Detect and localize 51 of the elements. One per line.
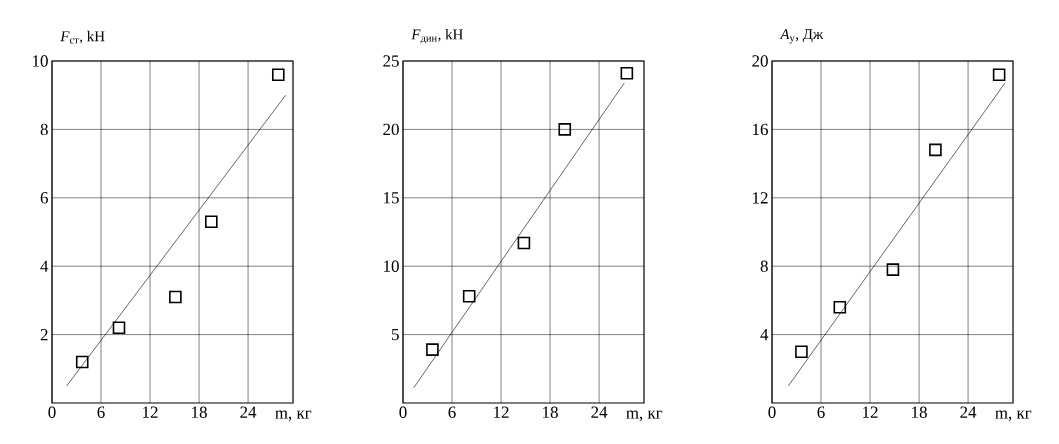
point (929, 143, 942, 157)
x-tick-label: 0 (48, 406, 56, 418)
x-tick-label: 24 (960, 406, 977, 418)
point (112, 321, 126, 335)
point (169, 290, 182, 304)
y-tick-label: 20 (752, 55, 768, 67)
y-tick-label: 12 (753, 192, 768, 204)
y-tick-label: 20 (383, 123, 399, 136)
x-tick-label: 18 (192, 406, 207, 418)
y-tick-label: 4 (40, 260, 49, 272)
x-tick-label: 0 (768, 406, 776, 418)
point (795, 345, 808, 358)
y-tick-label: 2 (40, 328, 48, 341)
point (620, 67, 634, 80)
x-axis-title: m, кг (275, 410, 312, 422)
y-axis-title: F$_{дин}$, kН (411, 28, 463, 44)
x-tick-label: 24 (591, 406, 608, 418)
y-tick-label: 25 (383, 55, 399, 67)
y-tick-label: 5 (392, 328, 399, 341)
point (517, 236, 531, 250)
x-axis-title: m, кг (995, 410, 1032, 422)
x-tick-label: 0 (399, 406, 407, 418)
point (833, 300, 847, 314)
y-tick-label: 10 (33, 55, 48, 67)
y-tick-label: 16 (753, 123, 768, 136)
x-tick-label: 6 (817, 406, 825, 418)
point (462, 289, 476, 303)
y-axis-title: F$_{ст}$, kН (60, 30, 105, 44)
y-tick-label: 8 (40, 123, 48, 136)
x-tick-label: 12 (863, 406, 878, 418)
x-tick-label: 6 (97, 406, 105, 418)
y-tick-label: 6 (40, 192, 48, 204)
y-tick-label: 15 (384, 192, 399, 204)
y-tick-label: 4 (760, 329, 769, 341)
x-axis-title: m, кг (626, 410, 663, 422)
point (205, 215, 218, 229)
point (558, 123, 572, 136)
point (272, 68, 285, 81)
y-axis-title: A$_{у}$, Дж (779, 29, 824, 44)
x-tick-label: 18 (543, 406, 558, 418)
x-tick-label: 24 (240, 406, 257, 418)
y-tick-label: 8 (760, 260, 768, 272)
x-tick-label: 6 (448, 406, 456, 418)
x-tick-label: 12 (143, 406, 158, 418)
point (426, 343, 439, 356)
point (75, 355, 89, 369)
point (886, 263, 900, 276)
y-tick-label: 10 (384, 260, 399, 272)
point (992, 68, 1006, 81)
x-tick-label: 12 (494, 406, 509, 418)
x-tick-label: 18 (912, 406, 927, 418)
